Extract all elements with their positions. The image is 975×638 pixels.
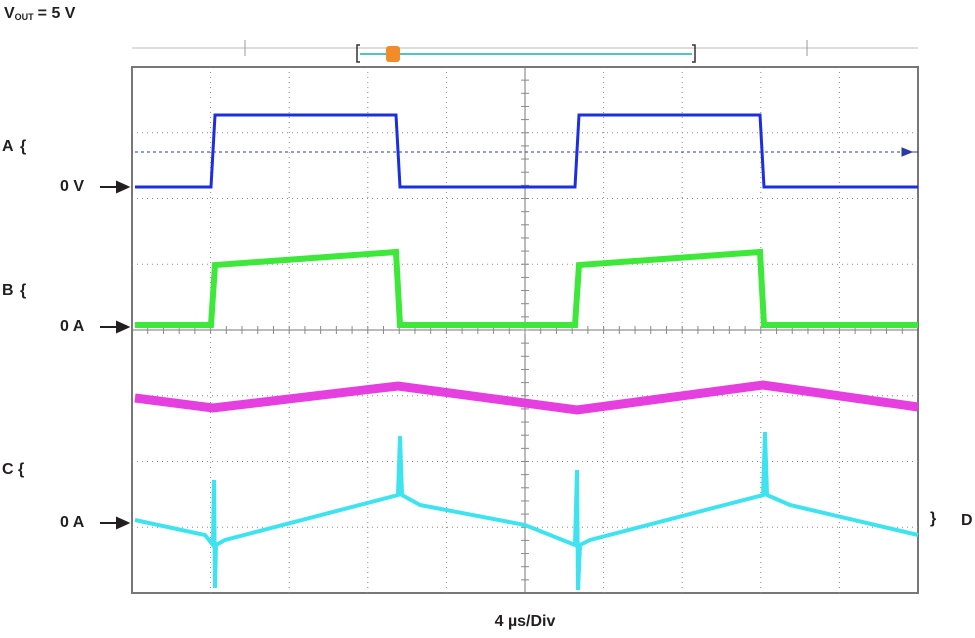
- channel-letter: D: [961, 512, 973, 529]
- brace: {: [20, 282, 26, 299]
- title: VOUT = 5 V: [4, 5, 76, 22]
- zero-label: 0 A: [60, 318, 85, 335]
- zero-arrows: [100, 180, 131, 530]
- threshold-arrow: [901, 147, 918, 157]
- channel-b-trace: [135, 248, 918, 328]
- graticule: [131, 66, 919, 594]
- zero-label: 0 V: [60, 178, 84, 195]
- zero-label: 0 A: [60, 514, 85, 531]
- brace: }: [930, 510, 936, 527]
- channel-d-trace: [134, 431, 919, 591]
- title-rest: = 5 V: [38, 5, 76, 22]
- timebase: 4 µs/Div: [495, 613, 556, 630]
- title-sub: OUT: [15, 12, 35, 22]
- labels: A { 0 V B { 0 A C { 0 A } D: [2, 138, 973, 531]
- title-main: V: [4, 5, 15, 22]
- channel-c-trace: [134, 380, 919, 415]
- channel-letter: C: [2, 461, 14, 478]
- brace: {: [20, 138, 26, 155]
- brace: {: [18, 461, 24, 478]
- channel-letter: A: [2, 138, 14, 155]
- channel-a-trace: [135, 113, 918, 189]
- channel-letter: B: [2, 282, 14, 299]
